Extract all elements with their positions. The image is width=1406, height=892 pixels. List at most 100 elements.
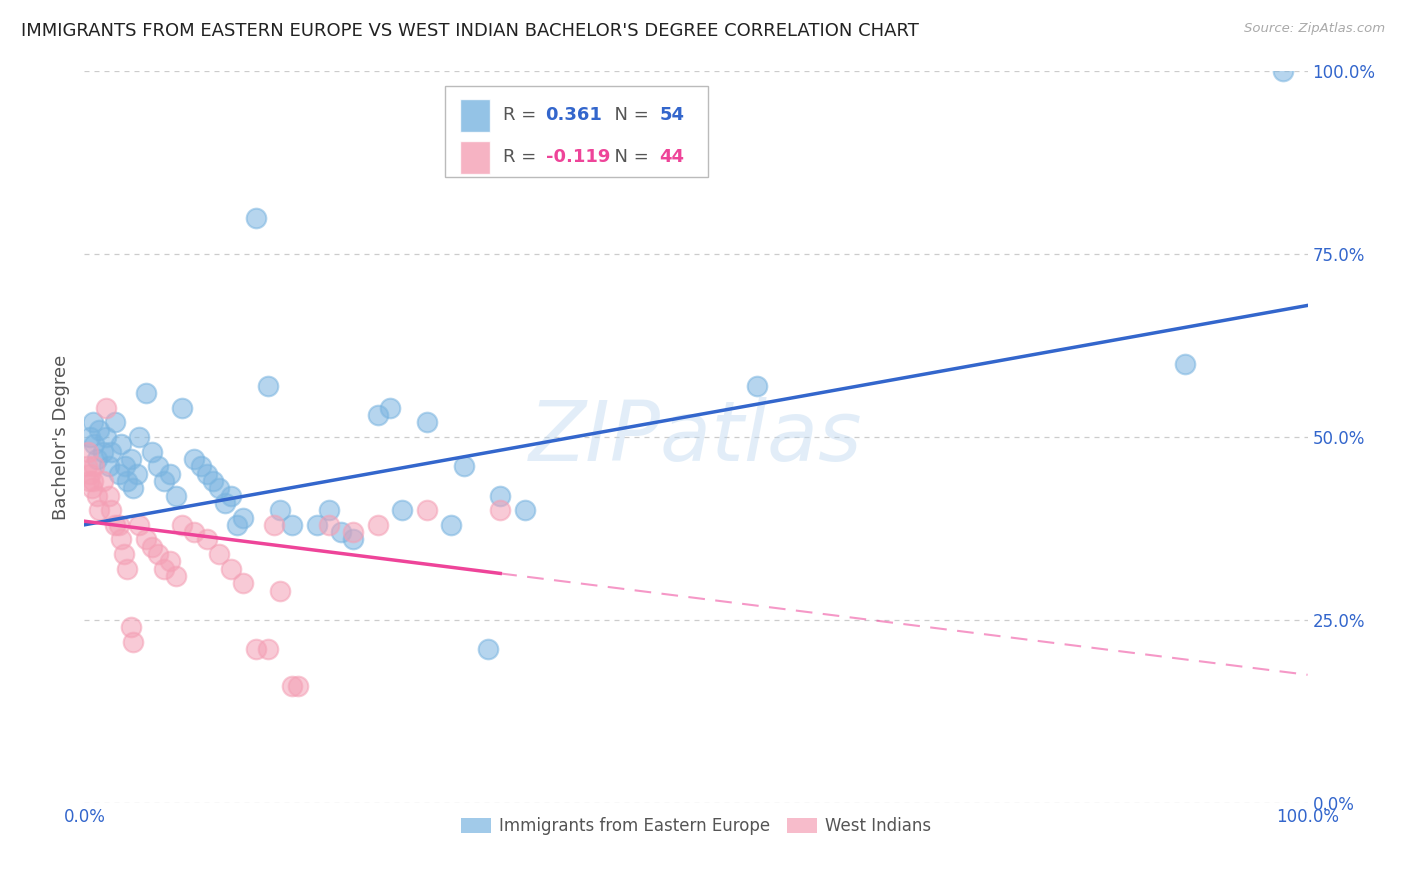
Point <box>159 554 181 568</box>
Text: R =: R = <box>503 106 541 124</box>
Point <box>100 444 122 458</box>
Point <box>159 467 181 481</box>
Text: R =: R = <box>503 148 541 166</box>
Point <box>1174 357 1197 371</box>
Text: N =: N = <box>603 106 655 124</box>
Point <box>416 416 439 430</box>
Point <box>122 635 145 649</box>
Point <box>195 467 218 481</box>
Point <box>120 620 142 634</box>
Point <box>245 211 267 225</box>
Point <box>232 576 254 591</box>
Point <box>305 517 328 532</box>
Point <box>153 562 176 576</box>
Point <box>367 517 389 532</box>
Point <box>208 547 231 561</box>
Point <box>489 503 512 517</box>
Point <box>91 474 114 488</box>
Point <box>183 452 205 467</box>
Point <box>128 517 150 532</box>
Point <box>165 489 187 503</box>
Point <box>257 379 280 393</box>
Point <box>318 503 340 517</box>
Point <box>122 481 145 495</box>
Point <box>86 489 108 503</box>
Point <box>165 569 187 583</box>
Bar <box>460 141 491 174</box>
Point <box>104 517 127 532</box>
Point <box>195 533 218 547</box>
Point <box>367 408 389 422</box>
Point <box>391 503 413 517</box>
Point <box>146 547 169 561</box>
Point <box>201 474 224 488</box>
Point <box>747 379 769 393</box>
Point <box>80 481 103 495</box>
Point <box>77 444 100 458</box>
Bar <box>460 99 491 132</box>
Point <box>214 496 236 510</box>
Point <box>342 533 364 547</box>
Point <box>281 679 304 693</box>
Point <box>77 474 100 488</box>
Point <box>79 467 101 481</box>
FancyBboxPatch shape <box>446 86 709 178</box>
Point <box>153 474 176 488</box>
Point <box>232 510 254 524</box>
Point <box>141 444 163 458</box>
Text: N =: N = <box>603 148 655 166</box>
Point <box>318 517 340 532</box>
Point <box>97 459 120 474</box>
Point <box>287 679 309 693</box>
Text: 0.361: 0.361 <box>546 106 602 124</box>
Text: 54: 54 <box>659 106 685 124</box>
Point <box>96 430 118 444</box>
Text: Source: ZipAtlas.com: Source: ZipAtlas.com <box>1244 22 1385 36</box>
Point <box>453 459 475 474</box>
Point <box>87 503 110 517</box>
Point <box>219 489 242 503</box>
Point <box>76 459 98 474</box>
Point <box>115 562 138 576</box>
Point <box>380 401 402 415</box>
Point <box>172 517 194 532</box>
Point <box>477 642 499 657</box>
Point <box>183 525 205 540</box>
Y-axis label: Bachelor's Degree: Bachelor's Degree <box>52 354 70 520</box>
Point <box>107 517 129 532</box>
Point <box>226 517 249 532</box>
Text: -0.119: -0.119 <box>546 148 610 166</box>
Point <box>107 467 129 481</box>
Point <box>104 416 127 430</box>
Point <box>342 525 364 540</box>
Point <box>269 583 291 598</box>
Point <box>110 533 132 547</box>
Point <box>281 517 304 532</box>
Point <box>83 459 105 474</box>
Point <box>219 562 242 576</box>
Text: IMMIGRANTS FROM EASTERN EUROPE VS WEST INDIAN BACHELOR'S DEGREE CORRELATION CHAR: IMMIGRANTS FROM EASTERN EUROPE VS WEST I… <box>21 22 920 40</box>
Point <box>190 459 212 474</box>
Point <box>172 401 194 415</box>
Point <box>120 452 142 467</box>
Point <box>440 517 463 532</box>
Point <box>269 503 291 517</box>
Point <box>135 386 157 401</box>
Point <box>263 517 285 532</box>
Point <box>146 459 169 474</box>
Point <box>125 467 148 481</box>
Point <box>100 503 122 517</box>
Point <box>114 459 136 474</box>
Point <box>87 423 110 437</box>
Point <box>135 533 157 547</box>
Point <box>91 444 114 458</box>
Point <box>115 474 138 488</box>
Text: 44: 44 <box>659 148 685 166</box>
Point <box>83 437 105 451</box>
Point <box>82 474 104 488</box>
Point <box>513 503 536 517</box>
Text: ZIPatlas: ZIPatlas <box>529 397 863 477</box>
Point <box>416 503 439 517</box>
Legend: Immigrants from Eastern Europe, West Indians: Immigrants from Eastern Europe, West Ind… <box>454 811 938 842</box>
Point <box>141 540 163 554</box>
